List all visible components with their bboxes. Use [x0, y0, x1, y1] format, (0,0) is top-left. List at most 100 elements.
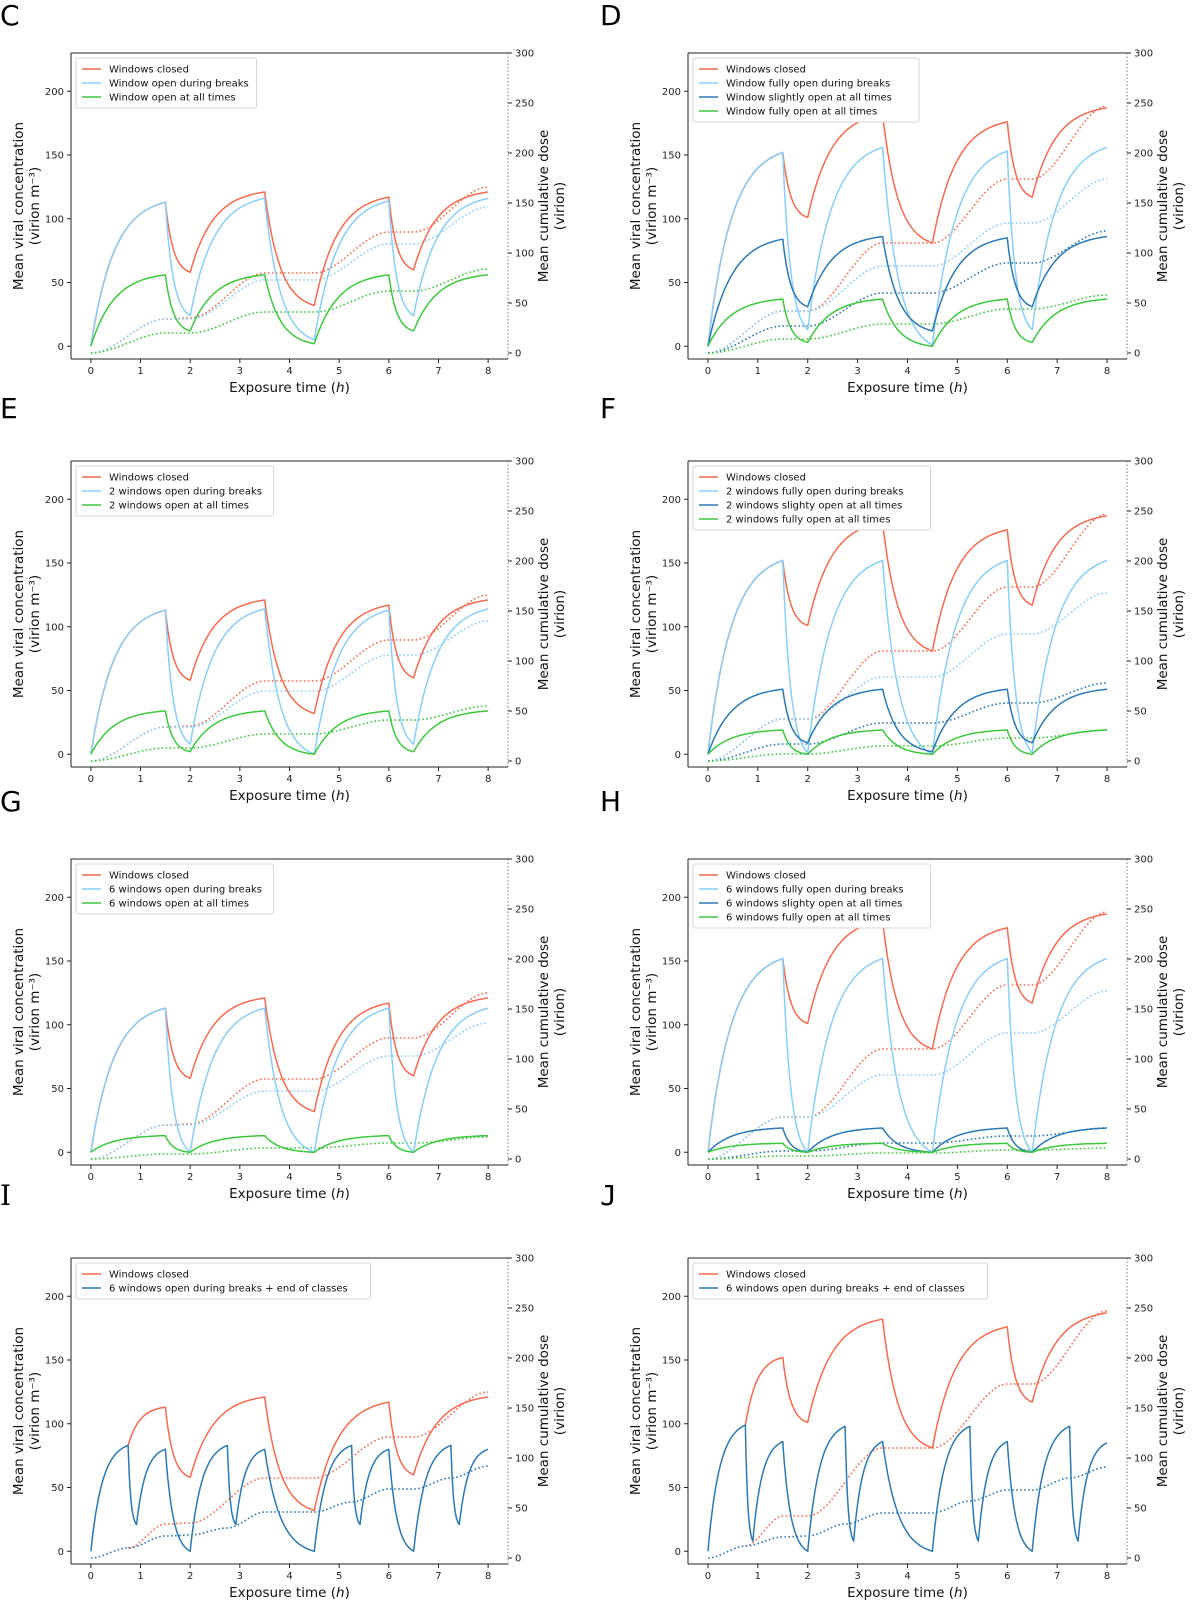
- y-tick-label: 50: [668, 686, 681, 697]
- y2-tick-label: 300: [515, 49, 534, 60]
- x-tick-label: 6: [1004, 1571, 1010, 1582]
- legend-label: 6 windows open during breaks: [109, 885, 262, 896]
- y2-tick-label: 200: [1134, 149, 1153, 160]
- x-axis-label: Exposure time (h): [229, 1585, 350, 1601]
- series-line-window-open-at-all-times: [90, 274, 489, 347]
- chart-svg: 0 1 2 3 4 5 6 7 8 0 50 100 150 200 0 50 100 150 200 250 300 E…: [11, 855, 568, 1203]
- y-axis-label: Mean viral concentration(virion m⁻³): [11, 1327, 43, 1495]
- panel-letter: J: [600, 1179, 617, 1212]
- x-tick-label: 6: [1004, 1172, 1010, 1183]
- x-tick-label: 3: [854, 366, 860, 377]
- x-tick-label: 8: [1104, 1172, 1110, 1183]
- panel-letter: C: [0, 0, 20, 32]
- series-group: [90, 1391, 489, 1559]
- legend-label: 6 windows open at all times: [109, 899, 249, 910]
- series-line-windows-closed-cumulative-dose: [707, 513, 1108, 762]
- x-tick-label: 0: [88, 1571, 94, 1582]
- x-axis-label: Exposure time (h): [229, 1186, 350, 1202]
- y-tick-label: 150: [662, 1356, 681, 1367]
- x-tick-label: 0: [705, 1172, 711, 1183]
- x-tick-label: 4: [904, 1571, 910, 1582]
- x-tick-label: 3: [237, 1172, 243, 1183]
- panel-i: I 0 1 2 3 4 5 6 7 8 0 50 100 150 200 0 50 100 150 200 250 30…: [0, 1180, 600, 1602]
- y2-tick-label: 100: [1134, 1454, 1153, 1465]
- x-tick-label: 1: [137, 774, 143, 785]
- y2-tick-label: 100: [515, 1454, 534, 1465]
- x-tick-label: 7: [435, 774, 441, 785]
- legend: Windows closed 6 windows fully open durin…: [692, 863, 931, 929]
- y2-tick-label: 100: [515, 657, 534, 668]
- y-tick-label: 150: [662, 151, 681, 162]
- y2-tick-label: 100: [1134, 1055, 1153, 1066]
- x-tick-label: 3: [237, 774, 243, 785]
- x-tick-label: 5: [336, 774, 342, 785]
- y-tick-label: 50: [51, 278, 64, 289]
- x-tick-label: 5: [954, 1571, 960, 1582]
- series-line-6-windows-fully-open-during-breaks: [707, 957, 1108, 1154]
- y2-tick-label: 250: [1134, 905, 1153, 916]
- y2-tick-label: 200: [515, 149, 534, 160]
- y-tick-label: 200: [45, 87, 64, 98]
- x-tick-label: 5: [336, 1172, 342, 1183]
- series-line-6-windows-fully-open-during-breaks-cumulative-dose: [707, 990, 1108, 1160]
- x-tick-label: 6: [386, 1571, 392, 1582]
- y2-tick-label: 150: [1134, 199, 1153, 210]
- series-line-6-windows-fully-open-at-all-times: [707, 1142, 1108, 1154]
- y2-tick-label: 150: [515, 1005, 534, 1016]
- legend-box: [75, 863, 275, 915]
- x-axis-label: Exposure time (h): [229, 788, 350, 804]
- x-tick-label: 4: [904, 366, 910, 377]
- y2-tick-label: 300: [515, 855, 534, 866]
- panel-c: C 0 1 2 3 4 5 6 7 8 0 50 100 150 200 0 50 100 150 200 250 30…: [0, 0, 600, 400]
- x-tick-label: 6: [1004, 774, 1010, 785]
- x-tick-label: 3: [854, 1172, 860, 1183]
- series-line-windows-closed: [707, 107, 1108, 347]
- series-line-2-windows-open-at-all-times: [90, 710, 489, 756]
- legend-box: [75, 57, 257, 109]
- y2-axis-label: Mean cumulative dose(virion): [1155, 936, 1187, 1089]
- chart-svg: 0 1 2 3 4 5 6 7 8 0 50 100 150 200 0 50 100 150 200 250 300 E…: [628, 457, 1187, 805]
- x-tick-label: 5: [954, 1172, 960, 1183]
- y2-tick-label: 300: [515, 457, 534, 468]
- y2-tick-label: 150: [1134, 1005, 1153, 1016]
- x-tick-label: 1: [137, 1571, 143, 1582]
- series-line-2-windows-fully-open-at-all-times: [707, 729, 1108, 756]
- x-tick-label: 4: [286, 1571, 292, 1582]
- panel-letter: H: [600, 785, 622, 818]
- legend-label: Window fully open at all times: [726, 107, 877, 118]
- series-line-6-windows-slighty-open-at-all-times-cumulative-dose: [708, 1127, 1107, 1160]
- y2-tick-label: 150: [515, 1404, 534, 1415]
- series-line-2-windows-fully-open-during-breaks-cumulative-dose: [707, 592, 1108, 762]
- chart-svg: 0 1 2 3 4 5 6 7 8 0 50 100 150 200 0 50 100 150 200 250 300 E…: [628, 49, 1187, 397]
- chart-svg: 0 1 2 3 4 5 6 7 8 0 50 100 150 200 0 50 100 150 200 250 300 E…: [11, 49, 568, 397]
- y-tick-label: 50: [668, 278, 681, 289]
- y-tick-label: 50: [51, 686, 64, 697]
- y2-tick-label: 200: [515, 955, 534, 966]
- x-tick-label: 5: [954, 366, 960, 377]
- y2-tick-label: 0: [1134, 757, 1140, 768]
- series-line-windows-closed: [707, 515, 1108, 755]
- y-axis-label: Mean viral concentration(virion m⁻³): [11, 122, 43, 290]
- series-group: [90, 186, 489, 354]
- y-tick-label: 100: [45, 622, 64, 633]
- y-tick-label: 50: [51, 1483, 64, 1494]
- panel-letter: E: [0, 392, 18, 425]
- x-tick-label: 3: [854, 1571, 860, 1582]
- y-tick-label: 100: [45, 1020, 64, 1031]
- x-tick-label: 6: [386, 1172, 392, 1183]
- x-tick-label: 7: [435, 1172, 441, 1183]
- x-tick-label: 3: [237, 366, 243, 377]
- series-line-2-windows-fully-open-at-all-times-cumulative-dose: [708, 729, 1107, 762]
- legend-label: Windows closed: [726, 1270, 806, 1281]
- x-axis-label: Exposure time (h): [847, 380, 968, 396]
- y2-tick-label: 200: [515, 557, 534, 568]
- panel-j: J 0 1 2 3 4 5 6 7 8 0 50 100 150 200 0 50 100 150 200 250 30…: [600, 1179, 1200, 1602]
- x-tick-label: 0: [705, 1571, 711, 1582]
- series-group: [90, 992, 489, 1160]
- y-tick-label: 150: [45, 151, 64, 162]
- legend-label: 6 windows open during breaks + end of cl…: [726, 1284, 965, 1295]
- x-axis-label: Exposure time (h): [847, 788, 968, 804]
- y-tick-label: 100: [45, 1419, 64, 1430]
- y2-tick-label: 50: [515, 299, 528, 310]
- y2-tick-label: 150: [1134, 1404, 1153, 1415]
